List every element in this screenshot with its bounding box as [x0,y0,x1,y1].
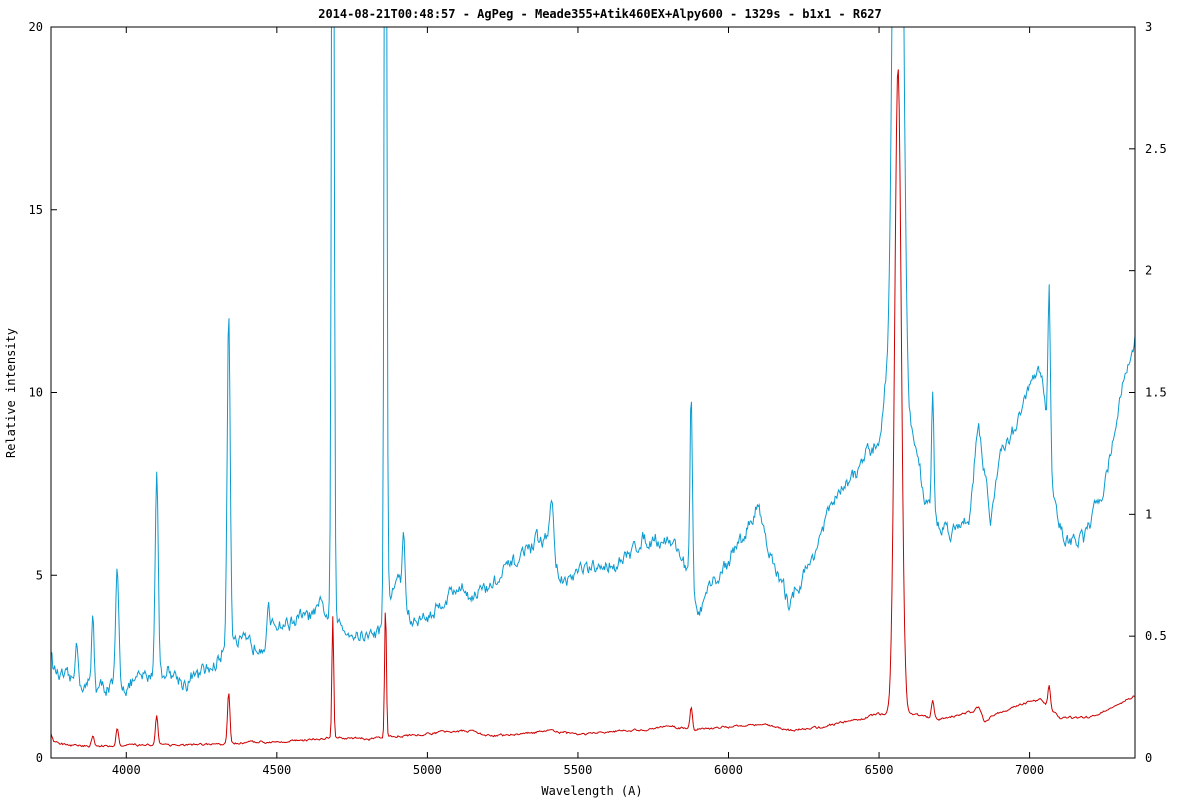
y2-tick-label: 3 [1145,20,1152,34]
x-axis-label: Wavelength (A) [541,784,642,798]
y-axis-label: Relative intensity [4,328,18,458]
y2-tick-label: 2.5 [1145,142,1167,156]
y2-tick-label: 0.5 [1145,629,1167,643]
x-tick-label: 5000 [413,763,442,777]
y2-tick-label: 2 [1145,264,1152,278]
y2-tick-label: 1 [1145,507,1152,521]
plot-frame [50,26,1136,759]
x-tick-label: 5500 [563,763,592,777]
x-tick-label: 4500 [262,763,291,777]
axis-ticks: 4000 4500 5000 5500 6000 6500 7000 0 5 10 15 20 0 0.5… [29,20,1167,777]
y-tick-label: 20 [29,20,43,34]
chart-title: 2014-08-21T00:48:57 - AgPeg - Meade355+A… [318,7,882,21]
x-tick-label: 6000 [714,763,743,777]
y-tick-label: 15 [29,203,43,217]
x-tick-label: 4000 [112,763,141,777]
series-line-2 [51,69,1135,748]
y-tick-label: 5 [36,568,43,582]
y-tick-label: 0 [36,751,43,765]
y-tick-label: 10 [29,386,43,400]
series-group [51,27,1135,748]
y2-tick-label: 0 [1145,751,1152,765]
series-line-1 [51,27,1135,697]
y2-tick-label: 1.5 [1145,386,1167,400]
x-tick-label: 7000 [1015,763,1044,777]
x-tick-label: 6500 [865,763,894,777]
